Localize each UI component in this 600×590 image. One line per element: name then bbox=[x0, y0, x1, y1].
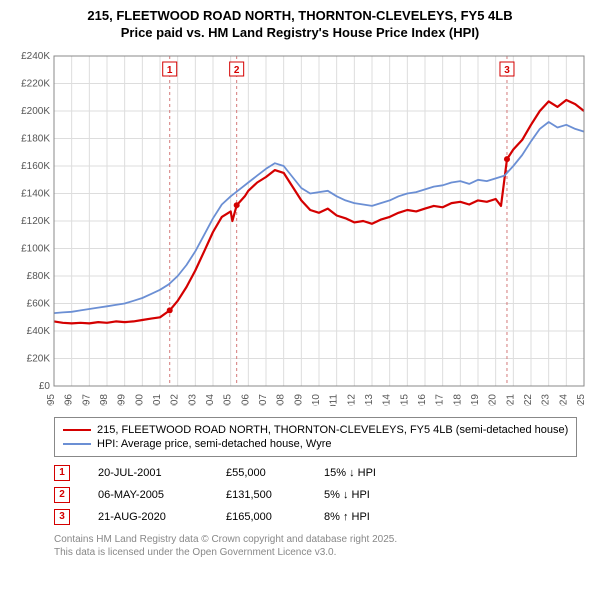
event-date: 06-MAY-2005 bbox=[98, 489, 198, 501]
legend-swatch-2 bbox=[63, 443, 91, 445]
svg-text:2018: 2018 bbox=[452, 393, 463, 405]
event-price: £131,500 bbox=[226, 489, 296, 501]
svg-text:2022: 2022 bbox=[523, 393, 534, 405]
svg-text:2000: 2000 bbox=[134, 393, 145, 405]
svg-text:£200K: £200K bbox=[21, 106, 50, 117]
svg-text:2024: 2024 bbox=[558, 393, 569, 405]
svg-text:1998: 1998 bbox=[99, 393, 110, 405]
svg-text:2011: 2011 bbox=[329, 393, 340, 405]
event-price: £165,000 bbox=[226, 511, 296, 523]
svg-text:£60K: £60K bbox=[27, 298, 51, 309]
svg-text:2002: 2002 bbox=[170, 393, 181, 405]
events-table: 1 20-JUL-2001 £55,000 15% ↓ HPI 2 06-MAY-2005… bbox=[54, 465, 590, 525]
legend-swatch-1 bbox=[63, 429, 91, 431]
legend-box: 215, FLEETWOOD ROAD NORTH, THORNTON-CLEV… bbox=[54, 417, 577, 457]
svg-text:£40K: £40K bbox=[27, 326, 51, 337]
event-marker: 1 bbox=[54, 465, 70, 481]
svg-text:£160K: £160K bbox=[21, 161, 50, 172]
svg-text:£80K: £80K bbox=[27, 271, 51, 282]
event-row: 1 20-JUL-2001 £55,000 15% ↓ HPI bbox=[54, 465, 590, 481]
svg-text:2023: 2023 bbox=[541, 393, 552, 405]
svg-text:£20K: £20K bbox=[27, 353, 51, 364]
svg-text:2014: 2014 bbox=[382, 393, 393, 405]
svg-text:2025: 2025 bbox=[576, 393, 587, 405]
svg-text:2016: 2016 bbox=[417, 393, 428, 405]
title-line-1: 215, FLEETWOOD ROAD NORTH, THORNTON-CLEV… bbox=[87, 8, 512, 23]
svg-text:2017: 2017 bbox=[435, 393, 446, 405]
event-row: 3 21-AUG-2020 £165,000 8% ↑ HPI bbox=[54, 509, 590, 525]
event-date: 20-JUL-2001 bbox=[98, 467, 198, 479]
svg-text:2021: 2021 bbox=[505, 393, 516, 405]
svg-text:2: 2 bbox=[234, 65, 240, 76]
svg-text:1997: 1997 bbox=[81, 393, 92, 405]
svg-text:£180K: £180K bbox=[21, 133, 50, 144]
svg-text:1995: 1995 bbox=[46, 393, 57, 405]
event-date: 21-AUG-2020 bbox=[98, 511, 198, 523]
footnote-line-1: Contains HM Land Registry data © Crown c… bbox=[54, 534, 397, 545]
svg-text:2006: 2006 bbox=[240, 393, 251, 405]
event-delta: 5% ↓ HPI bbox=[324, 489, 434, 501]
svg-text:2019: 2019 bbox=[470, 393, 481, 405]
container: 215, FLEETWOOD ROAD NORTH, THORNTON-CLEV… bbox=[0, 0, 600, 565]
svg-text:2020: 2020 bbox=[488, 393, 499, 405]
svg-text:2004: 2004 bbox=[205, 393, 216, 405]
event-marker: 2 bbox=[54, 487, 70, 503]
svg-text:£120K: £120K bbox=[21, 216, 50, 227]
svg-text:2008: 2008 bbox=[276, 393, 287, 405]
chart-area: £0 £20K £40K £60K £80K £100K £120K £140K £160K £1… bbox=[10, 46, 590, 411]
svg-text:2005: 2005 bbox=[223, 393, 234, 405]
svg-text:2007: 2007 bbox=[258, 393, 269, 405]
svg-text:£100K: £100K bbox=[21, 243, 50, 254]
svg-text:2001: 2001 bbox=[152, 393, 163, 405]
legend-item-1: 215, FLEETWOOD ROAD NORTH, THORNTON-CLEV… bbox=[63, 424, 568, 436]
svg-text:2009: 2009 bbox=[293, 393, 304, 405]
event-row: 2 06-MAY-2005 £131,500 5% ↓ HPI bbox=[54, 487, 590, 503]
legend-item-2: HPI: Average price, semi-detached house,… bbox=[63, 438, 568, 450]
footnote-line-2: This data is licensed under the Open Gov… bbox=[54, 547, 336, 558]
event-delta: 15% ↓ HPI bbox=[324, 467, 434, 479]
svg-text:1: 1 bbox=[167, 65, 173, 76]
svg-text:2003: 2003 bbox=[187, 393, 198, 405]
svg-text:1996: 1996 bbox=[64, 393, 75, 405]
chart-title: 215, FLEETWOOD ROAD NORTH, THORNTON-CLEV… bbox=[10, 8, 590, 42]
legend-label-2: HPI: Average price, semi-detached house,… bbox=[97, 438, 331, 450]
legend-label-1: 215, FLEETWOOD ROAD NORTH, THORNTON-CLEV… bbox=[97, 424, 568, 436]
svg-text:1999: 1999 bbox=[117, 393, 128, 405]
svg-text:£240K: £240K bbox=[21, 51, 50, 62]
event-delta: 8% ↑ HPI bbox=[324, 511, 434, 523]
svg-text:2015: 2015 bbox=[399, 393, 410, 405]
event-marker: 3 bbox=[54, 509, 70, 525]
line-chart-svg: £0 £20K £40K £60K £80K £100K £120K £140K £160K £1… bbox=[10, 46, 590, 406]
svg-text:£140K: £140K bbox=[21, 188, 50, 199]
svg-text:3: 3 bbox=[504, 65, 510, 76]
svg-text:2010: 2010 bbox=[311, 393, 322, 405]
footnote: Contains HM Land Registry data © Crown c… bbox=[54, 533, 590, 559]
svg-text:2013: 2013 bbox=[364, 393, 375, 405]
svg-text:2012: 2012 bbox=[346, 393, 357, 405]
svg-text:£220K: £220K bbox=[21, 78, 50, 89]
svg-text:£0: £0 bbox=[39, 381, 51, 392]
event-price: £55,000 bbox=[226, 467, 296, 479]
title-line-2: Price paid vs. HM Land Registry's House … bbox=[121, 25, 480, 40]
